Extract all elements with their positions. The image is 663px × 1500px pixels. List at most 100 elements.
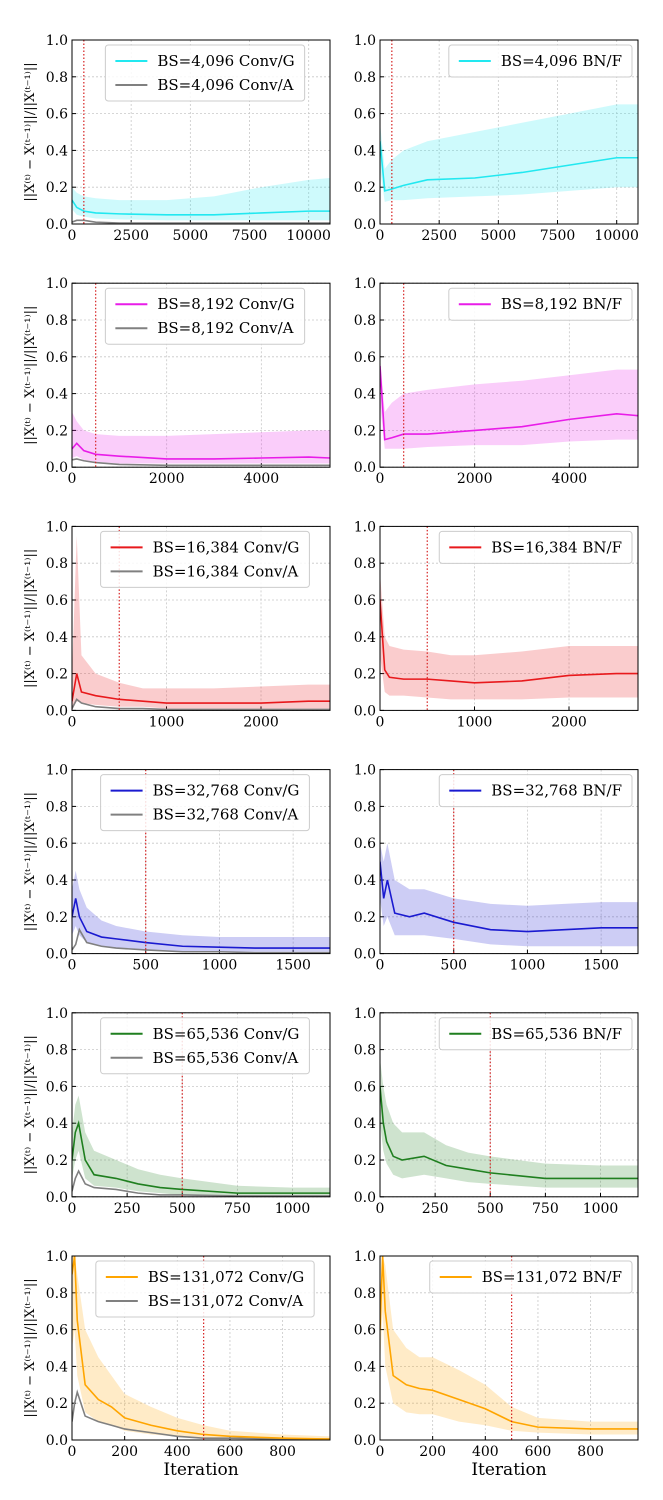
subplot: 0.0 0.2 0.4 0.6 0.8 1.0 0 2000 4000 BS=8,192 Conv… [23, 276, 331, 487]
x-tick-label: 2000 [243, 714, 279, 730]
y-tick-label: 0.8 [46, 1286, 68, 1302]
line [72, 698, 330, 711]
legend: BS=32,768 Conv/G BS=32,768 Conv/A [100, 774, 310, 832]
plot-area [72, 1012, 330, 1197]
x-tick-label: 800 [269, 1444, 296, 1460]
plot-area [380, 1256, 638, 1440]
x-tick-label: 250 [422, 1201, 449, 1217]
legend-label: BS=32,768 Conv/G [153, 782, 300, 800]
x-tick-label: 0 [376, 228, 385, 244]
x-tick-label: 2500 [113, 228, 149, 244]
x-tick-label: 500 [440, 958, 467, 974]
x-tick-label: 0 [376, 1201, 385, 1217]
x-tick-label: 250 [114, 1201, 141, 1217]
x-tick-label: 400 [164, 1444, 191, 1460]
y-tick-label: 0.8 [354, 799, 376, 815]
x-tick-label: 0 [376, 958, 385, 974]
y-tick-label: 0.4 [46, 873, 68, 889]
subplot: 0.0 0.2 0.4 0.6 0.8 1.0 0 200 400 600 800 BS=131,07… [354, 1249, 639, 1480]
plot-frame [379, 39, 639, 225]
plot-frame [71, 1012, 331, 1198]
plot-area [380, 40, 638, 224]
x-tick-label: 2000 [149, 471, 185, 487]
y-tick-label: 0.8 [46, 556, 68, 572]
legend-label: BS=8,192 Conv/G [157, 295, 294, 313]
y-tick-label: 0.2 [46, 1396, 68, 1412]
legend: BS=131,072 Conv/G BS=131,072 Conv/A [95, 1260, 315, 1318]
y-tick-label: 0.6 [354, 1079, 376, 1095]
legend-label: BS=65,536 Conv/G [153, 1025, 300, 1043]
line [72, 1256, 330, 1440]
x-tick-label: 0 [68, 228, 77, 244]
plot-frame [379, 525, 639, 711]
x-tick-label: 7500 [232, 228, 268, 244]
legend: BS=4,096 Conv/G BS=4,096 Conv/A [104, 44, 306, 102]
y-tick-label: 1.0 [354, 519, 376, 535]
y-tick-label: 0.8 [46, 799, 68, 815]
y-axis-label: ||X⁽ᵗ⁾ − X⁽ᵗ⁻¹⁾||/||X⁽ᵗ⁻¹⁾|| [23, 549, 38, 688]
x-tick-label: 200 [111, 1444, 138, 1460]
y-tick-label: 0.2 [354, 423, 376, 439]
plot-frame [379, 769, 639, 955]
plot-frame [71, 282, 331, 468]
y-tick-label: 0.0 [354, 947, 376, 963]
x-tick-label: 0 [68, 1444, 77, 1460]
legend-label: BS=65,536 Conv/A [153, 1049, 299, 1067]
line [72, 1169, 330, 1197]
y-tick-label: 0.2 [46, 667, 68, 683]
x-tick-label: 600 [525, 1444, 552, 1460]
subplot: 0.0 0.2 0.4 0.6 0.8 1.0 0 250 500 750 1000 BS=65,53… [23, 1006, 331, 1217]
y-tick-label: 1.0 [354, 1249, 376, 1265]
legend-label: BS=8,192 Conv/A [157, 319, 293, 337]
line [380, 861, 638, 933]
legend-label: BS=65,536 BN/F [491, 1025, 622, 1043]
y-tick-label: 0.6 [46, 593, 68, 609]
y-axis-label: ||X⁽ᵗ⁾ − X⁽ᵗ⁻¹⁾||/||X⁽ᵗ⁻¹⁾|| [23, 792, 38, 931]
y-tick-label: 0.2 [354, 1396, 376, 1412]
y-tick-label: 1.0 [46, 1249, 68, 1265]
y-axis-label: ||X⁽ᵗ⁾ − X⁽ᵗ⁻¹⁾||/||X⁽ᵗ⁻¹⁾|| [23, 62, 38, 201]
band [72, 1095, 330, 1196]
legend-label: BS=32,768 BN/F [491, 782, 622, 800]
x-axis-label: Iteration [163, 1460, 238, 1480]
legend-box [448, 44, 633, 78]
subplot: 0.0 0.2 0.4 0.6 0.8 1.0 0 1000 2000 BS=16,384 Con… [23, 519, 331, 730]
x-tick-label: 0 [68, 958, 77, 974]
y-tick-label: 0.4 [46, 387, 68, 403]
band [380, 1256, 638, 1435]
x-tick-label: 0 [68, 714, 77, 730]
legend-label: BS=8,192 BN/F [501, 295, 622, 313]
plot-frame [379, 1255, 639, 1441]
x-tick-label: 1500 [275, 958, 311, 974]
plot-area [72, 1256, 330, 1440]
plot-area [380, 526, 638, 711]
y-tick-label: 0.0 [354, 1433, 376, 1449]
x-tick-label: 200 [419, 1444, 446, 1460]
legend: BS=16,384 BN/F [438, 530, 633, 564]
y-tick-label: 0.6 [354, 107, 376, 123]
y-tick-label: 0.0 [46, 947, 68, 963]
legend-box [438, 774, 633, 808]
legend-label: BS=4,096 Conv/G [157, 52, 294, 70]
y-tick-label: 0.0 [354, 703, 376, 719]
x-tick-label: 0 [376, 1444, 385, 1460]
y-axis-label: ||X⁽ᵗ⁾ − X⁽ᵗ⁻¹⁾||/||X⁽ᵗ⁻¹⁾|| [23, 306, 38, 445]
x-tick-label: 500 [169, 1201, 196, 1217]
y-axis-label: ||X⁽ᵗ⁾ − X⁽ᵗ⁻¹⁾||/||X⁽ᵗ⁻¹⁾|| [23, 1278, 38, 1417]
y-tick-label: 0.4 [354, 630, 376, 646]
band [380, 104, 638, 202]
line [380, 141, 638, 192]
legend-box [438, 1017, 633, 1051]
x-tick-label: 1000 [510, 958, 546, 974]
y-tick-label: 1.0 [46, 1006, 68, 1022]
legend-box [104, 44, 306, 102]
band [72, 412, 330, 464]
y-axis-label: ||X⁽ᵗ⁾ − X⁽ᵗ⁻¹⁾||/||X⁽ᵗ⁻¹⁾|| [23, 1035, 38, 1174]
legend-box [104, 287, 306, 345]
line [72, 898, 330, 949]
x-tick-label: 400 [472, 1444, 499, 1460]
y-tick-label: 0.4 [46, 630, 68, 646]
band [72, 870, 330, 952]
x-tick-label: 10000 [594, 228, 639, 244]
